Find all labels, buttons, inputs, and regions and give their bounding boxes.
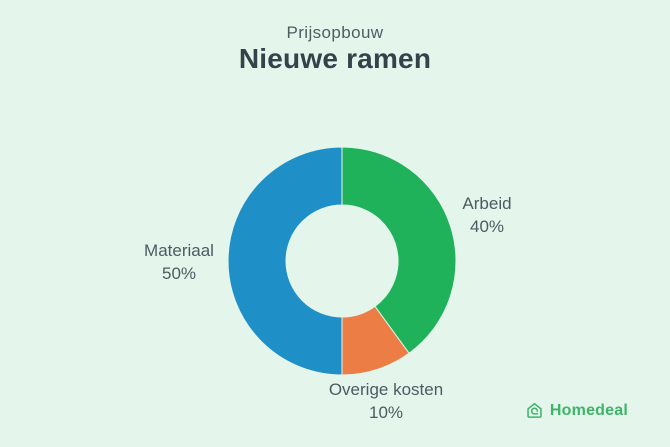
slice-name: Materiaal bbox=[144, 241, 214, 260]
slice-value: 50% bbox=[161, 264, 197, 283]
slice-name: Arbeid bbox=[462, 194, 512, 213]
donut-slice-materiaal bbox=[227, 146, 343, 376]
homedeal-logo: Homedeal bbox=[525, 401, 628, 420]
brand-name: Homedeal bbox=[549, 401, 628, 419]
house-icon bbox=[527, 402, 542, 418]
donut-chart bbox=[227, 146, 457, 376]
donut-slice-arbeid bbox=[341, 146, 457, 354]
chart-title: Nieuwe ramen bbox=[238, 43, 432, 74]
slice-label-materiaal: Materiaal 50% bbox=[109, 239, 249, 285]
chart-suptitle: Prijsopbouw bbox=[286, 23, 384, 42]
slice-label-arbeid: Arbeid 40% bbox=[427, 192, 547, 238]
slice-value: 10% bbox=[368, 403, 404, 422]
slice-name: Overige kosten bbox=[328, 380, 444, 399]
slice-value: 40% bbox=[469, 217, 505, 236]
slice-label-overige-kosten: Overige kosten 10% bbox=[286, 378, 486, 424]
